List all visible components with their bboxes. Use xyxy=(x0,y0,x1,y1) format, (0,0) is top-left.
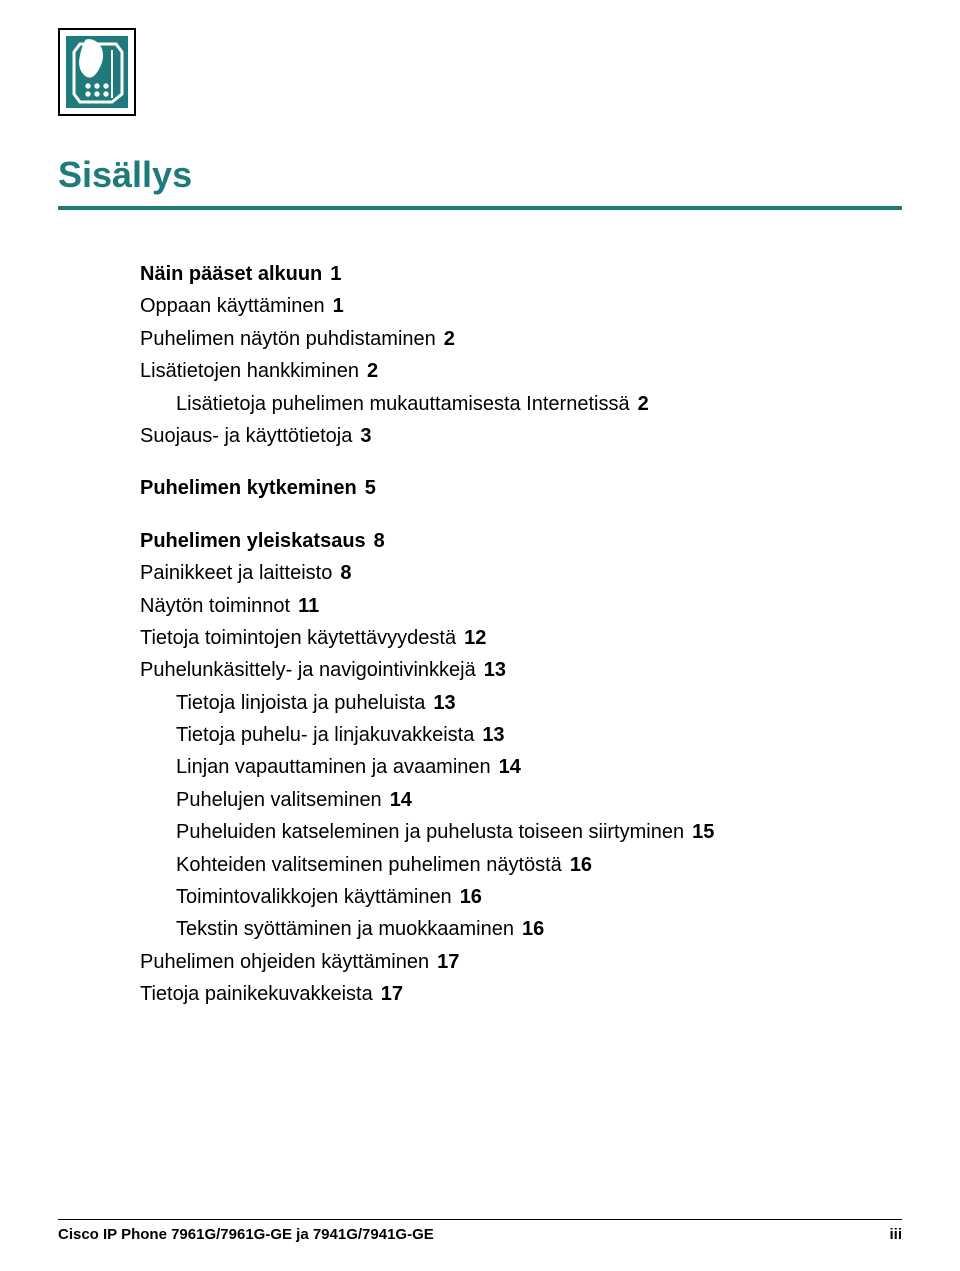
toc-entry: Puhelimen yleiskatsaus 8 xyxy=(140,525,902,557)
page-title: Sisällys xyxy=(58,154,192,196)
phone-logo xyxy=(58,28,136,116)
toc-entry-page: 17 xyxy=(381,983,403,1005)
toc-entry: Tietoja painikekuvakkeista 17 xyxy=(140,978,902,1010)
toc-entry-page: 2 xyxy=(367,360,378,382)
toc-entry-page: 13 xyxy=(482,724,504,746)
toc-entry: Näin pääset alkuun 1 xyxy=(140,258,902,290)
toc-entry-text: Painikkeet ja laitteisto xyxy=(140,562,332,584)
toc-entry-page: 17 xyxy=(437,951,459,973)
title-rule xyxy=(58,206,902,210)
toc-entry: Tietoja linjoista ja puheluista 13 xyxy=(176,687,902,719)
toc-entry-page: 13 xyxy=(484,659,506,681)
toc-entry-text: Tekstin syöttäminen ja muokkaaminen xyxy=(176,918,514,940)
toc-entry: Puheluiden katseleminen ja puhelusta toi… xyxy=(176,816,902,848)
toc-entry: Tietoja toimintojen käytettävyydestä 12 xyxy=(140,622,902,654)
toc-entry-page: 1 xyxy=(330,263,341,285)
toc-entry-page: 14 xyxy=(390,789,412,811)
toc-entry: Toimintovalikkojen käyttäminen 16 xyxy=(176,881,902,913)
toc-entry: Tekstin syöttäminen ja muokkaaminen 16 xyxy=(176,913,902,945)
toc-entry: Suojaus- ja käyttötietoja 3 xyxy=(140,420,902,452)
toc-entry: Linjan vapauttaminen ja avaaminen 14 xyxy=(176,751,902,783)
toc-entry: Puhelujen valitseminen 14 xyxy=(176,784,902,816)
toc-entry-page: 16 xyxy=(460,886,482,908)
toc-entry-text: Tietoja linjoista ja puheluista xyxy=(176,692,425,714)
toc-entry: Tietoja puhelu- ja linjakuvakkeista 13 xyxy=(176,719,902,751)
toc-entry-page: 8 xyxy=(374,530,385,552)
toc-entry-page: 15 xyxy=(692,821,714,843)
toc-entry: Lisätietoja puhelimen mukauttamisesta In… xyxy=(176,388,902,420)
toc-entry-text: Tietoja puhelu- ja linjakuvakkeista xyxy=(176,724,474,746)
toc-entry: Painikkeet ja laitteisto 8 xyxy=(140,557,902,589)
toc-entry-text: Suojaus- ja käyttötietoja xyxy=(140,425,352,447)
toc-entry: Puhelimen kytkeminen 5 xyxy=(140,472,902,504)
toc-entry-page: 13 xyxy=(433,692,455,714)
toc-entry-text: Puhelimen yleiskatsaus xyxy=(140,530,366,552)
toc-entry-text: Puhelimen kytkeminen xyxy=(140,477,357,499)
toc-entry-text: Näin pääset alkuun xyxy=(140,263,322,285)
toc-entry-text: Lisätietojen hankkiminen xyxy=(140,360,359,382)
footer-page-number: iii xyxy=(889,1226,902,1243)
toc-entry-page: 16 xyxy=(570,854,592,876)
toc-entry-text: Puhelunkäsittely- ja navigointivinkkejä xyxy=(140,659,476,681)
toc-entry-text: Puhelimen näytön puhdistaminen xyxy=(140,328,436,350)
toc-entry-text: Oppaan käyttäminen xyxy=(140,295,325,317)
toc-entry: Näytön toiminnot 11 xyxy=(140,590,902,622)
toc-entry-text: Kohteiden valitseminen puhelimen näytöst… xyxy=(176,854,562,876)
toc-entry: Puhelimen ohjeiden käyttäminen 17 xyxy=(140,946,902,978)
toc-entry-page: 2 xyxy=(444,328,455,350)
toc-entry-text: Puhelujen valitseminen xyxy=(176,789,382,811)
table-of-contents: Näin pääset alkuun1Oppaan käyttäminen1Pu… xyxy=(140,258,902,1011)
toc-entry: Puhelimen näytön puhdistaminen 2 xyxy=(140,323,902,355)
toc-entry-page: 16 xyxy=(522,918,544,940)
toc-entry-text: Puhelimen ohjeiden käyttäminen xyxy=(140,951,429,973)
toc-entry-text: Linjan vapauttaminen ja avaaminen xyxy=(176,756,491,778)
toc-entry-page: 1 xyxy=(333,295,344,317)
toc-entry: Puhelunkäsittely- ja navigointivinkkejä 1… xyxy=(140,654,902,686)
toc-entry-text: Näytön toiminnot xyxy=(140,595,290,617)
toc-entry-page: 8 xyxy=(340,562,351,584)
toc-entry-page: 12 xyxy=(464,627,486,649)
toc-entry: Kohteiden valitseminen puhelimen näytöst… xyxy=(176,849,902,881)
toc-entry-text: Puheluiden katseleminen ja puhelusta toi… xyxy=(176,821,684,843)
toc-entry-page: 3 xyxy=(360,425,371,447)
toc-entry-page: 2 xyxy=(638,393,649,415)
page-footer: Cisco IP Phone 7961G/7961G-GE ja 7941G/7… xyxy=(58,1219,902,1243)
toc-entry-page: 5 xyxy=(365,477,376,499)
phone-icon xyxy=(66,36,128,108)
toc-entry-text: Tietoja painikekuvakkeista xyxy=(140,983,373,1005)
toc-entry: Lisätietojen hankkiminen 2 xyxy=(140,355,902,387)
toc-entry-text: Tietoja toimintojen käytettävyydestä xyxy=(140,627,456,649)
toc-entry-page: 14 xyxy=(499,756,521,778)
toc-entry-text: Toimintovalikkojen käyttäminen xyxy=(176,886,452,908)
toc-entry: Oppaan käyttäminen 1 xyxy=(140,290,902,322)
toc-entry-page: 11 xyxy=(298,595,319,617)
toc-entry-text: Lisätietoja puhelimen mukauttamisesta In… xyxy=(176,393,630,415)
footer-product: Cisco IP Phone 7961G/7961G-GE ja 7941G/7… xyxy=(58,1226,434,1243)
